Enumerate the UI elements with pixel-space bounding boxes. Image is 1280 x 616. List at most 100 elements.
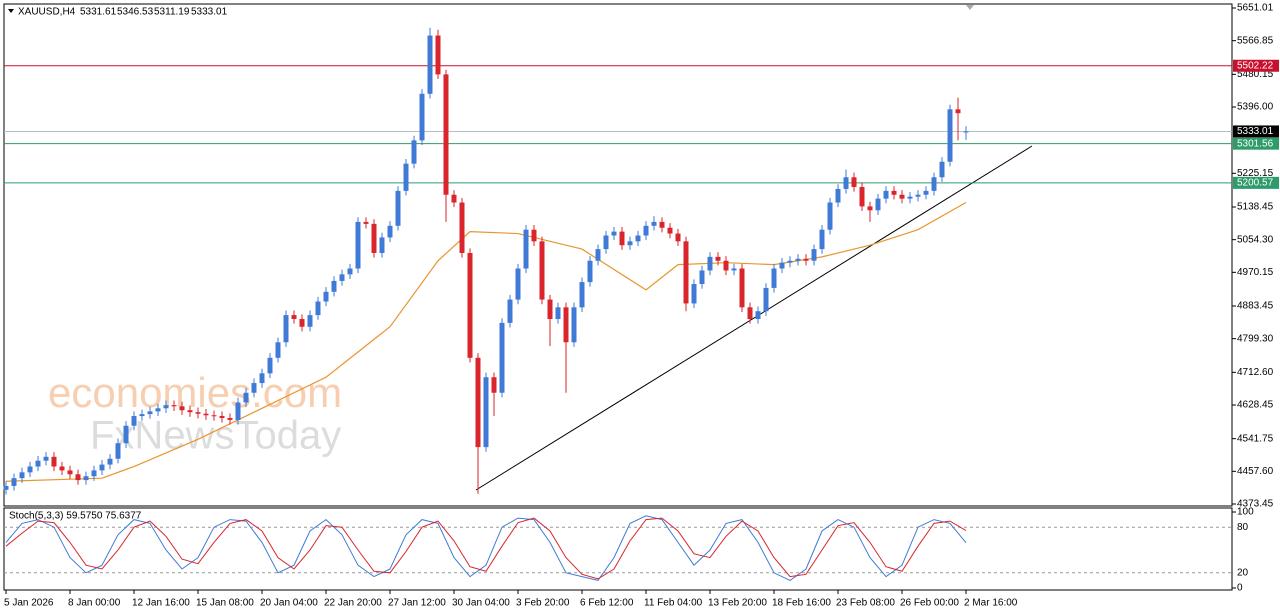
candle-body (931, 177, 937, 191)
candle-body (603, 235, 609, 250)
candle-body (523, 229, 529, 269)
header-close: 5333.01 (191, 7, 228, 18)
level-label: 5502.22 (1237, 60, 1274, 71)
candle-body (947, 109, 953, 162)
candle-body (675, 233, 681, 242)
x-tick-label: 26 Feb 00:00 (900, 598, 959, 609)
level-label: 5333.01 (1237, 126, 1274, 137)
candle-body (571, 307, 577, 343)
symbol-label: XAUUSD,H4 (18, 7, 76, 18)
candle-body (67, 470, 73, 475)
candle-body (411, 140, 417, 164)
candle-body (491, 377, 497, 393)
x-tick-label: 13 Feb 20:00 (708, 598, 767, 609)
symbol-menu[interactable] (8, 9, 14, 13)
candle-body (259, 373, 265, 384)
candle-body (627, 241, 633, 246)
candle-body (19, 472, 25, 479)
candle-body (323, 291, 329, 302)
candle-body (195, 412, 201, 414)
candle-body (203, 413, 209, 416)
candle-body (59, 466, 65, 471)
watermark: economies.com (48, 369, 342, 416)
level-label: 5200.57 (1237, 178, 1274, 189)
candle-body (291, 315, 297, 319)
header-low: 5311.19 (154, 7, 190, 18)
y-tick-label: 4541.75 (1237, 433, 1274, 444)
x-tick-label: 11 Feb 04:00 (644, 598, 703, 609)
y-tick-label: 5225.15 (1237, 168, 1274, 179)
candle-body (923, 190, 929, 195)
moving-average (5, 201, 967, 482)
trend-line (475, 145, 1033, 491)
y-tick-label: 4799.30 (1237, 333, 1274, 344)
candle-body (875, 198, 881, 211)
candle-body (435, 35, 441, 75)
candle-body (467, 252, 473, 358)
candle-body (739, 268, 745, 308)
x-tick-label: 5 Jan 2026 (4, 598, 54, 609)
y-tick-label: 4373.45 (1237, 499, 1274, 510)
stoch-tick-label: 80 (1237, 522, 1249, 533)
candle-body (227, 417, 233, 420)
candle-body (419, 93, 425, 141)
candle-body (403, 163, 409, 191)
candle-body (707, 256, 713, 271)
candle-body (11, 478, 17, 486)
candle-body (499, 322, 505, 393)
x-tick-label: 3 Feb 20:00 (516, 598, 570, 609)
x-tick-label: 27 Jan 12:00 (388, 598, 446, 609)
candle-body (683, 241, 689, 304)
x-tick-label: 30 Jan 04:00 (452, 598, 510, 609)
candle-body (179, 406, 185, 411)
candle-body (355, 221, 361, 269)
candle-body (3, 485, 9, 490)
candle-body (699, 270, 705, 285)
y-tick-label: 5480.15 (1237, 69, 1274, 80)
x-tick-label: 18 Feb 16:00 (772, 598, 831, 609)
shift-marker (966, 5, 974, 10)
candle-body (643, 225, 649, 236)
candle-body (147, 411, 153, 415)
candle-body (963, 131, 969, 133)
stoch-k (5, 515, 967, 581)
x-tick-label: 8 Jan 00:00 (68, 598, 121, 609)
candle-body (363, 221, 369, 224)
candle-body (35, 460, 41, 467)
x-tick-label: 2 Mar 16:00 (964, 598, 1018, 609)
candle-body (667, 227, 673, 234)
candle-body (555, 307, 561, 319)
candle-body (483, 377, 489, 448)
candle-body (763, 287, 769, 312)
candle-body (691, 284, 697, 304)
candle-body (811, 249, 817, 261)
candle-body (515, 268, 521, 300)
candle-body (547, 299, 553, 319)
candle-body (771, 268, 777, 288)
candle-body (139, 414, 145, 417)
candle-body (579, 282, 585, 308)
candle-body (803, 258, 809, 261)
candle-body (531, 229, 537, 242)
candle-body (659, 221, 665, 228)
candle-body (715, 256, 721, 261)
candle-body (83, 476, 89, 481)
candle-body (123, 425, 129, 444)
candle-body (819, 229, 825, 250)
candle-body (731, 268, 737, 271)
x-tick-label: 12 Jan 16:00 (132, 598, 190, 609)
candle-body (187, 410, 193, 413)
candle-body (107, 458, 113, 465)
candle-body (235, 402, 241, 420)
level-label-bg (1233, 137, 1279, 150)
level-label-bg (1233, 125, 1279, 138)
y-tick-label: 4883.45 (1237, 301, 1274, 312)
candle-body (171, 405, 177, 407)
level-label-bg (1233, 176, 1279, 189)
candle-body (587, 260, 593, 283)
candle-body (899, 194, 905, 199)
candle-body (475, 357, 481, 448)
y-tick-label: 4628.45 (1237, 400, 1274, 411)
